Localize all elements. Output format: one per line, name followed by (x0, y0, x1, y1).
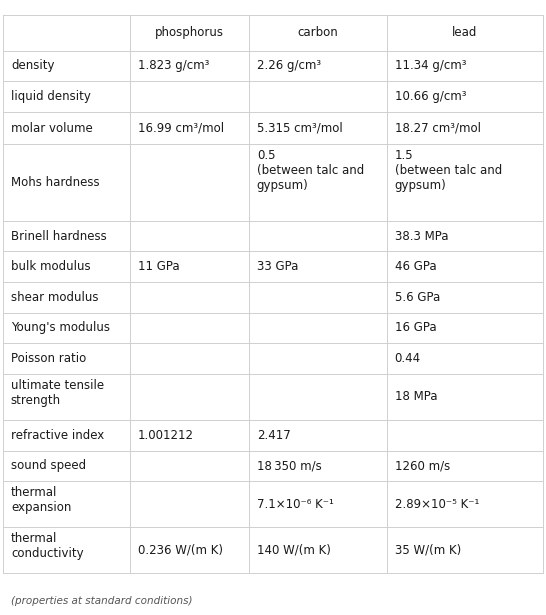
Text: shear modulus: shear modulus (11, 291, 98, 304)
Text: refractive index: refractive index (11, 429, 104, 442)
Text: 1.001212: 1.001212 (138, 429, 194, 442)
Text: 0.5
(between talc and
gypsum): 0.5 (between talc and gypsum) (257, 149, 364, 192)
Text: 1.823 g/cm³: 1.823 g/cm³ (138, 60, 209, 73)
Text: 18 350 m/s: 18 350 m/s (257, 459, 322, 472)
Text: 16.99 cm³/mol: 16.99 cm³/mol (138, 122, 224, 135)
Text: Brinell hardness: Brinell hardness (11, 229, 106, 242)
Text: 0.44: 0.44 (395, 352, 421, 365)
Text: 5.315 cm³/mol: 5.315 cm³/mol (257, 122, 343, 135)
Text: ultimate tensile
strength: ultimate tensile strength (11, 379, 104, 407)
Text: (properties at standard conditions): (properties at standard conditions) (11, 597, 192, 606)
Text: lead: lead (452, 26, 478, 39)
Text: 10.66 g/cm³: 10.66 g/cm³ (395, 90, 466, 103)
Text: Young's modulus: Young's modulus (11, 322, 110, 335)
Text: thermal
conductivity: thermal conductivity (11, 532, 84, 560)
Text: 11.34 g/cm³: 11.34 g/cm³ (395, 60, 466, 73)
Text: 18.27 cm³/mol: 18.27 cm³/mol (395, 122, 480, 135)
Text: 0.236 W/(m K): 0.236 W/(m K) (138, 544, 223, 557)
Text: 11 GPa: 11 GPa (138, 260, 180, 273)
Text: 16 GPa: 16 GPa (395, 322, 436, 335)
Text: molar volume: molar volume (11, 122, 93, 135)
Text: 2.26 g/cm³: 2.26 g/cm³ (257, 60, 321, 73)
Text: carbon: carbon (297, 26, 338, 39)
Text: 2.89×10⁻⁵ K⁻¹: 2.89×10⁻⁵ K⁻¹ (395, 498, 479, 510)
Text: density: density (11, 60, 55, 73)
Text: Mohs hardness: Mohs hardness (11, 176, 99, 189)
Text: 1260 m/s: 1260 m/s (395, 459, 450, 472)
Text: 38.3 MPa: 38.3 MPa (395, 229, 448, 242)
Text: 1.5
(between talc and
gypsum): 1.5 (between talc and gypsum) (395, 149, 502, 192)
Text: phosphorus: phosphorus (155, 26, 224, 39)
Text: liquid density: liquid density (11, 90, 91, 103)
Text: sound speed: sound speed (11, 459, 86, 472)
Text: 5.6 GPa: 5.6 GPa (395, 291, 440, 304)
Text: 140 W/(m K): 140 W/(m K) (257, 544, 331, 557)
Text: 46 GPa: 46 GPa (395, 260, 436, 273)
Text: bulk modulus: bulk modulus (11, 260, 91, 273)
Text: Poisson ratio: Poisson ratio (11, 352, 86, 365)
Text: 7.1×10⁻⁶ K⁻¹: 7.1×10⁻⁶ K⁻¹ (257, 498, 334, 510)
Text: 2.417: 2.417 (257, 429, 290, 442)
Text: 18 MPa: 18 MPa (395, 391, 437, 403)
Text: 33 GPa: 33 GPa (257, 260, 298, 273)
Text: 35 W/(m K): 35 W/(m K) (395, 544, 461, 557)
Text: thermal
expansion: thermal expansion (11, 486, 72, 514)
